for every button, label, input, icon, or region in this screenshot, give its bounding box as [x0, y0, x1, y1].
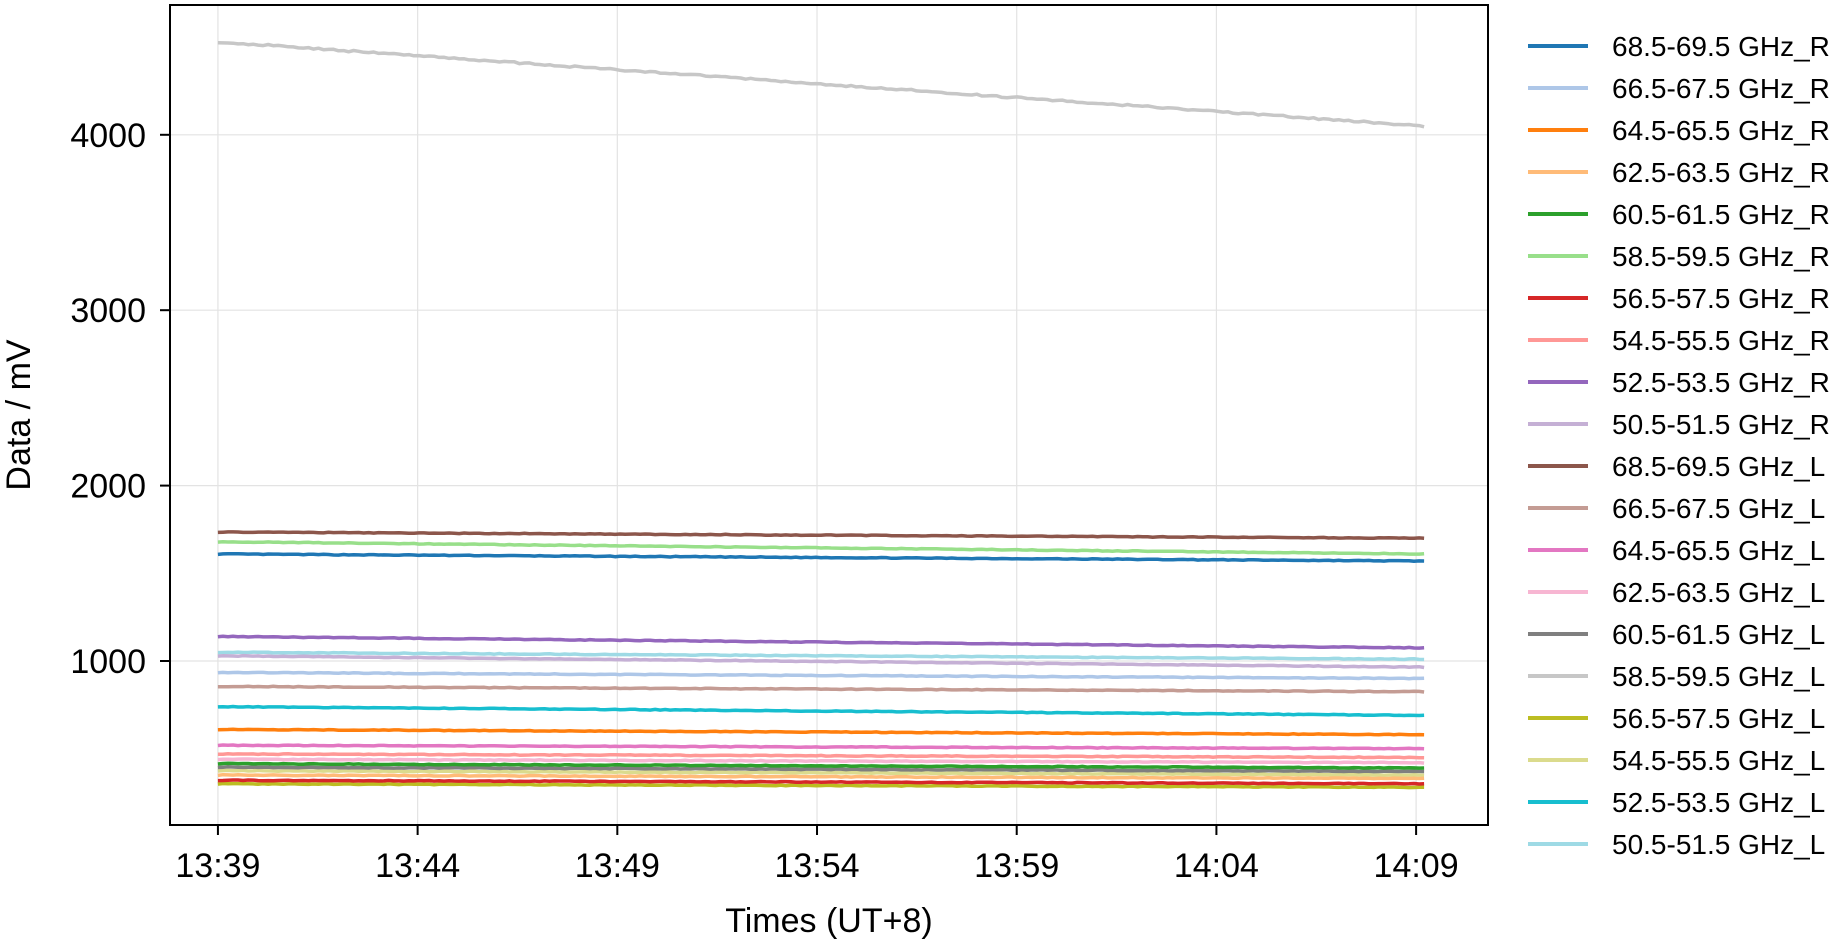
legend-label: 68.5-69.5 GHz_L — [1612, 451, 1825, 482]
legend-label: 68.5-69.5 GHz_R — [1612, 31, 1830, 62]
y-tick-label: 2000 — [70, 468, 146, 506]
series-line — [217, 743, 1425, 751]
legend-label: 64.5-65.5 GHz_L — [1612, 535, 1825, 566]
legend-label: 66.5-67.5 GHz_R — [1612, 73, 1830, 104]
legend-label: 52.5-53.5 GHz_L — [1612, 787, 1825, 818]
legend-label: 66.5-67.5 GHz_L — [1612, 493, 1825, 524]
series-line — [217, 781, 1425, 790]
legend-label: 64.5-65.5 GHz_R — [1612, 115, 1830, 146]
series-line — [217, 778, 1425, 786]
series-line — [217, 727, 1425, 737]
series-line — [217, 40, 1425, 129]
x-axis-title: Times (UT+8) — [725, 902, 932, 940]
y-axis: 1000 2000 3000 4000 — [70, 117, 170, 681]
x-tick-label: 14:04 — [1174, 847, 1259, 885]
grid-lines — [170, 5, 1488, 825]
series-line — [217, 540, 1425, 556]
legend-label: 56.5-57.5 GHz_R — [1612, 283, 1830, 314]
y-axis-title: Data / mV — [0, 339, 38, 490]
x-tick-label: 13:49 — [575, 847, 660, 885]
legend-label: 50.5-51.5 GHz_R — [1612, 409, 1830, 440]
plot-frame — [169, 4, 1489, 826]
series-line — [217, 552, 1425, 563]
y-tick-label: 4000 — [70, 117, 146, 155]
legend-label: 54.5-55.5 GHz_R — [1612, 325, 1830, 356]
series-line — [217, 751, 1425, 760]
legend-label: 58.5-59.5 GHz_R — [1612, 241, 1830, 272]
series-line — [217, 684, 1425, 694]
x-axis: 13:39 13:44 13:49 13:54 13:59 14:04 14:09 — [175, 825, 1459, 885]
series-line — [217, 757, 1425, 765]
x-tick-label: 14:09 — [1374, 847, 1459, 885]
series-line — [217, 530, 1425, 541]
legend-label: 60.5-61.5 GHz_L — [1612, 619, 1825, 650]
series-line — [217, 761, 1425, 770]
series-line — [217, 765, 1425, 774]
series-line — [217, 634, 1425, 650]
legend-label: 50.5-51.5 GHz_L — [1612, 829, 1825, 860]
legend: 68.5-69.5 GHz_R 66.5-67.5 GHz_R 64.5-65.5 … — [1528, 31, 1830, 860]
y-tick-label: 1000 — [70, 643, 146, 681]
series-lines — [217, 40, 1425, 790]
x-tick-label: 13:44 — [375, 847, 460, 885]
y-tick-label: 3000 — [70, 292, 146, 330]
x-tick-label: 13:59 — [974, 847, 1059, 885]
legend-label: 58.5-59.5 GHz_L — [1612, 661, 1825, 692]
legend-label: 56.5-57.5 GHz_L — [1612, 703, 1825, 734]
series-line — [217, 704, 1425, 718]
legend-label: 62.5-63.5 GHz_L — [1612, 577, 1825, 608]
legend-label: 62.5-63.5 GHz_R — [1612, 157, 1830, 188]
legend-label: 54.5-55.5 GHz_L — [1612, 745, 1825, 776]
x-tick-label: 13:54 — [774, 847, 859, 885]
series-line — [217, 650, 1425, 662]
series-line — [217, 670, 1425, 681]
series-line — [217, 768, 1425, 778]
x-tick-label: 13:39 — [175, 847, 260, 885]
series-line — [217, 653, 1425, 670]
series-line — [217, 772, 1425, 781]
legend-label: 60.5-61.5 GHz_R — [1612, 199, 1830, 230]
legend-label: 52.5-53.5 GHz_R — [1612, 367, 1830, 398]
